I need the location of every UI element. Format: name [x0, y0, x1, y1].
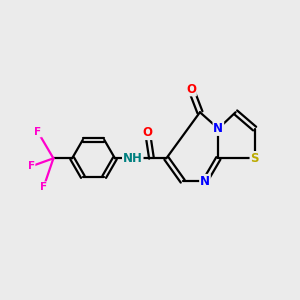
Text: O: O — [186, 82, 196, 96]
Text: N: N — [213, 122, 224, 135]
Text: F: F — [34, 127, 41, 136]
Text: N: N — [200, 175, 210, 188]
Text: F: F — [28, 161, 35, 171]
Text: S: S — [250, 152, 259, 165]
Text: NH: NH — [123, 152, 143, 165]
Text: F: F — [40, 182, 47, 192]
Text: O: O — [142, 126, 153, 139]
